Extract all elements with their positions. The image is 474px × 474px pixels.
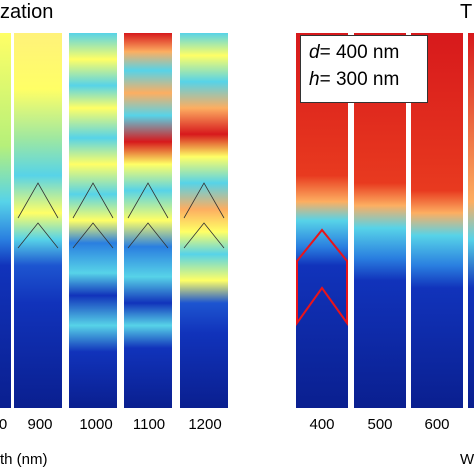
legend-h-symbol: h [309, 69, 320, 90]
legend-d-symbol: d [309, 42, 320, 63]
field-map-strip-5 [180, 33, 228, 408]
right-tick-label-1: 400 [309, 416, 335, 433]
legend-d-line: d= 400 nm [309, 39, 427, 66]
right-tick-label-2: 500 [367, 416, 393, 433]
left-tick-label-5: 1200 [188, 416, 222, 433]
left-panel-title: zation [0, 1, 54, 23]
legend-h-line: h= 300 nm [309, 66, 427, 93]
parameter-legend: d= 400 nm h= 300 nm [300, 35, 428, 103]
right-panel-title: T [460, 1, 473, 23]
field-map-strip-9 [468, 33, 474, 408]
left-tick-label-3: 1000 [79, 416, 113, 433]
left-tick-label-1: 0 [0, 416, 8, 433]
field-map-strip-1 [0, 33, 11, 408]
left-axis-label: th (nm) [0, 451, 48, 468]
legend-d-value: = 400 nm [319, 42, 400, 63]
legend-h-value: = 300 nm [319, 69, 400, 90]
left-tick-label-2: 900 [27, 416, 53, 433]
right-tick-label-3: 600 [424, 416, 450, 433]
left-tick-label-4: 1100 [132, 416, 166, 433]
field-map-strip-4 [124, 33, 172, 408]
field-map-strip-2 [14, 33, 62, 408]
right-axis-label: W [460, 451, 474, 468]
field-map-strip-3 [69, 33, 117, 408]
